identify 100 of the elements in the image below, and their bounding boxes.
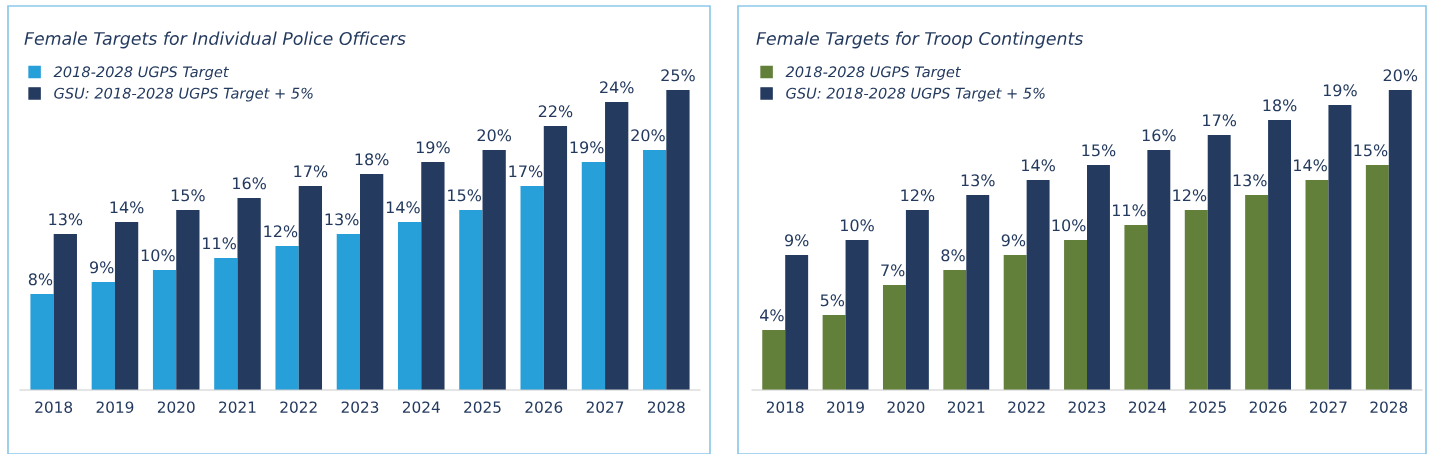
data-label: 17% [1203,114,1237,127]
bar [30,294,54,390]
legend-label: GSU: 2018-2028 UGPS Target + 5% [786,87,1045,102]
bar [237,198,261,390]
x-tick-label: 2022 [1008,401,1045,413]
bar [298,186,323,390]
x-tick-label: 2020 [887,401,925,413]
x-tick-label: 2018 [766,401,804,413]
bar [1328,105,1352,390]
data-label: 5% [820,294,845,307]
data-label: 10% [1052,219,1086,232]
data-label: 8% [941,249,965,262]
data-label: 8% [28,273,53,286]
bar [1003,255,1027,390]
x-tick-label: 2018 [35,401,73,413]
x-tick-label: 2020 [157,401,195,413]
x-tick-label: 2025 [1189,401,1226,413]
bar [459,210,483,390]
data-label: 20% [631,129,665,142]
bar [114,222,139,390]
data-label: 18% [355,153,389,166]
data-label: 15% [448,189,482,202]
data-label: 14% [1294,159,1327,172]
data-label: 14% [386,201,420,214]
data-label: 15% [1082,144,1116,157]
bar [1124,225,1148,390]
data-label: 9% [90,261,114,274]
data-label: 17% [294,165,328,178]
bar [91,282,115,390]
chart-title: Female Targets for Troop Contingents [756,31,1084,49]
data-label: 13% [961,174,995,187]
x-tick-label: 2023 [341,401,379,413]
bar [845,240,869,390]
bar [214,258,238,390]
x-tick-label: 2027 [1310,401,1347,413]
data-label: 19% [416,141,450,154]
data-label: 15% [1354,144,1388,157]
bar [1305,180,1329,390]
bar [905,210,929,390]
bar [581,162,606,390]
bar [1087,165,1110,390]
data-label: 16% [1142,129,1176,142]
data-label: 14% [1022,159,1055,172]
data-label: 13% [325,213,359,226]
data-label: 19% [1323,84,1357,97]
bar [1026,180,1050,390]
x-tick-label: 2024 [1129,401,1166,413]
bar [421,162,445,390]
data-label: 12% [264,225,298,238]
bar [53,234,77,390]
data-label: 9% [1001,234,1026,247]
data-label: 12% [901,189,935,202]
x-tick-label: 2024 [402,401,440,413]
data-label: 10% [841,219,874,232]
bar [360,174,384,390]
x-tick-label: 2021 [219,401,256,413]
bar [543,126,568,390]
bar [1268,120,1292,390]
data-label: 4% [760,309,784,322]
bar [520,186,544,390]
bar [275,246,299,390]
x-tick-label: 2021 [947,401,985,413]
x-tick-label: 2019 [96,401,134,413]
bar [1184,210,1208,390]
bar [762,330,786,390]
bar [397,222,422,390]
data-label: 20% [477,129,512,142]
x-tick-label: 2025 [464,401,501,413]
bar [1207,135,1231,390]
data-label: 9% [785,234,809,247]
data-label: 15% [171,189,205,202]
x-tick-label: 2028 [647,401,685,413]
x-tick-label: 2019 [827,401,864,413]
data-label: 10% [141,249,175,262]
data-label: 18% [1263,99,1297,112]
data-label: 11% [203,237,236,250]
data-label: 16% [233,177,266,190]
data-label: 25% [661,69,695,82]
bar [785,255,809,390]
bar [1388,90,1412,390]
bar [176,210,200,390]
x-tick-label: 2023 [1068,401,1106,413]
data-label: 24% [600,81,634,94]
x-tick-label: 2026 [1249,401,1287,413]
data-label: 11% [1113,204,1146,217]
bar [643,150,667,390]
data-label: 14% [110,201,144,214]
data-label: 20% [1383,69,1418,82]
data-label: 7% [881,264,905,277]
data-label: 19% [570,141,604,154]
bar [605,102,629,390]
bar [1365,165,1389,390]
bar [1064,240,1087,390]
bar [482,150,506,390]
bar [882,285,906,390]
data-label: 13% [49,213,83,226]
bar [1147,150,1171,390]
bar [336,234,360,390]
bar [1245,195,1269,390]
x-tick-label: 2027 [586,401,624,413]
